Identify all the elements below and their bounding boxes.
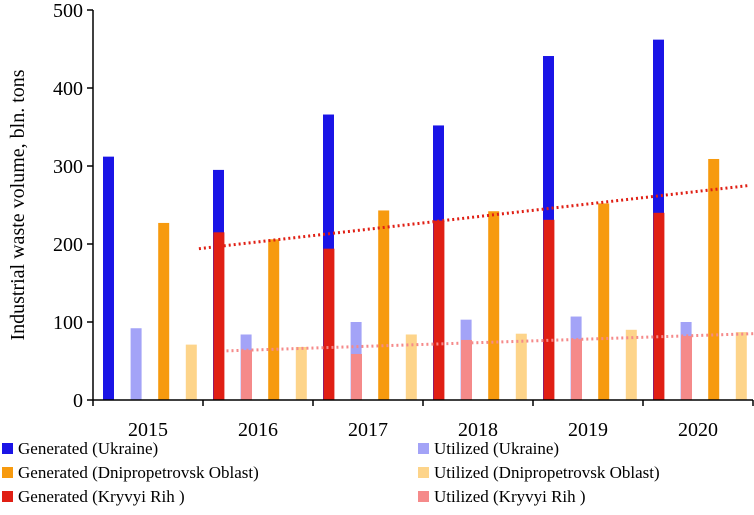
bar (543, 219, 555, 400)
x-tick-label: 2020 (678, 419, 718, 441)
bar (130, 328, 142, 400)
legend-swatch (418, 443, 429, 454)
trendline (198, 184, 750, 251)
bar (268, 239, 280, 400)
bar (708, 158, 720, 400)
legend-swatch (418, 467, 429, 478)
bar (405, 334, 417, 400)
bar (461, 339, 472, 400)
bar (351, 353, 362, 400)
bar (653, 212, 665, 400)
x-axis-ticks: 2015 2016 2017 2018 2019 2020 (92, 400, 754, 441)
bar (598, 203, 610, 400)
trendline (226, 332, 754, 353)
bar (103, 156, 114, 400)
bar (571, 339, 582, 400)
x-tick-label: 2017 (348, 419, 388, 441)
legend-swatch (2, 491, 13, 502)
legend-swatch (2, 467, 13, 478)
bar (625, 329, 637, 400)
bar (735, 332, 747, 400)
trendlines-group (198, 184, 754, 353)
y-tick-label: 200 (53, 234, 83, 256)
bar (515, 333, 527, 400)
x-tick-label: 2015 (128, 419, 168, 441)
bar (433, 220, 445, 400)
y-tick-label: 500 (53, 0, 83, 22)
legend-swatch (418, 491, 429, 502)
bar (378, 210, 390, 400)
y-tick-label: 0 (73, 390, 83, 412)
bar (323, 248, 335, 400)
y-tick-label: 400 (53, 78, 83, 100)
bar (681, 336, 692, 400)
legend-label: Generated (Ukraine) (18, 439, 158, 458)
y-tick-label: 300 (53, 156, 83, 178)
bar (488, 211, 500, 400)
bar (295, 346, 307, 400)
x-tick-label: 2019 (568, 419, 608, 441)
legend-label: Utilized (Ukraine) (434, 439, 559, 458)
y-tick-label: 100 (53, 312, 83, 334)
legend-label: Utilized (Dnipropetrovsk Oblast) (434, 463, 660, 482)
bar (185, 344, 197, 400)
y-axis-title: Industrial waste volume, bln. tons (7, 69, 29, 340)
bar (158, 222, 170, 400)
bar (241, 350, 252, 400)
legend: Generated (Ukraine) Utilized (Ukraine) Gen… (2, 439, 660, 506)
x-tick-label: 2016 (238, 419, 278, 441)
y-axis-ticks: 0 100 200 300 400 500 (53, 0, 93, 412)
x-tick-label: 2018 (458, 419, 498, 441)
bar (213, 232, 225, 400)
legend-label: Generated (Kryvyi Rih ) (18, 487, 185, 506)
legend-swatch (2, 443, 13, 454)
legend-label: Generated (Dnipropetrovsk Oblast) (18, 463, 259, 482)
legend-label: Utilized (Kryvyi Rih ) (434, 487, 586, 506)
bars-group (103, 39, 747, 401)
